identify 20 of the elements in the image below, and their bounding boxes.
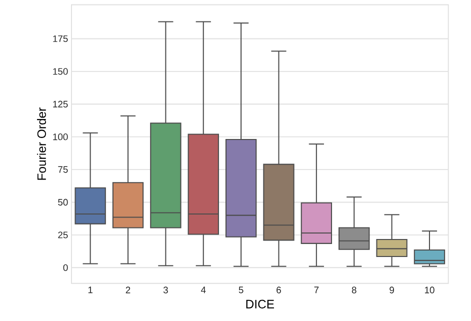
y-tick-label: 25 (58, 232, 68, 238)
y-tick-label: 0 (63, 264, 68, 271)
y-tick-label: 50 (58, 198, 68, 206)
y-tick-label: 150 (53, 68, 68, 75)
x-tick-label: 6 (276, 286, 281, 294)
y-tick-label: 175 (53, 35, 68, 42)
y-tick-label: 125 (53, 100, 68, 108)
x-tick-label: 4 (200, 286, 206, 294)
x-tick-label: 8 (352, 286, 356, 294)
x-tick-label: 9 (390, 286, 394, 294)
x-tick-label: 7 (314, 286, 319, 294)
y-axis-title: Fourier Order (37, 107, 46, 180)
x-tick-label: 2 (126, 286, 130, 294)
x-axis-title: DICE (246, 300, 274, 308)
y-tick-label: 100 (53, 133, 68, 140)
x-tick-label: 5 (238, 286, 244, 294)
x-tick-label: 1 (88, 286, 92, 294)
x-tick-label: 10 (424, 286, 434, 294)
y-tick-label: 75 (58, 166, 68, 173)
x-tick-label: 3 (163, 286, 168, 294)
